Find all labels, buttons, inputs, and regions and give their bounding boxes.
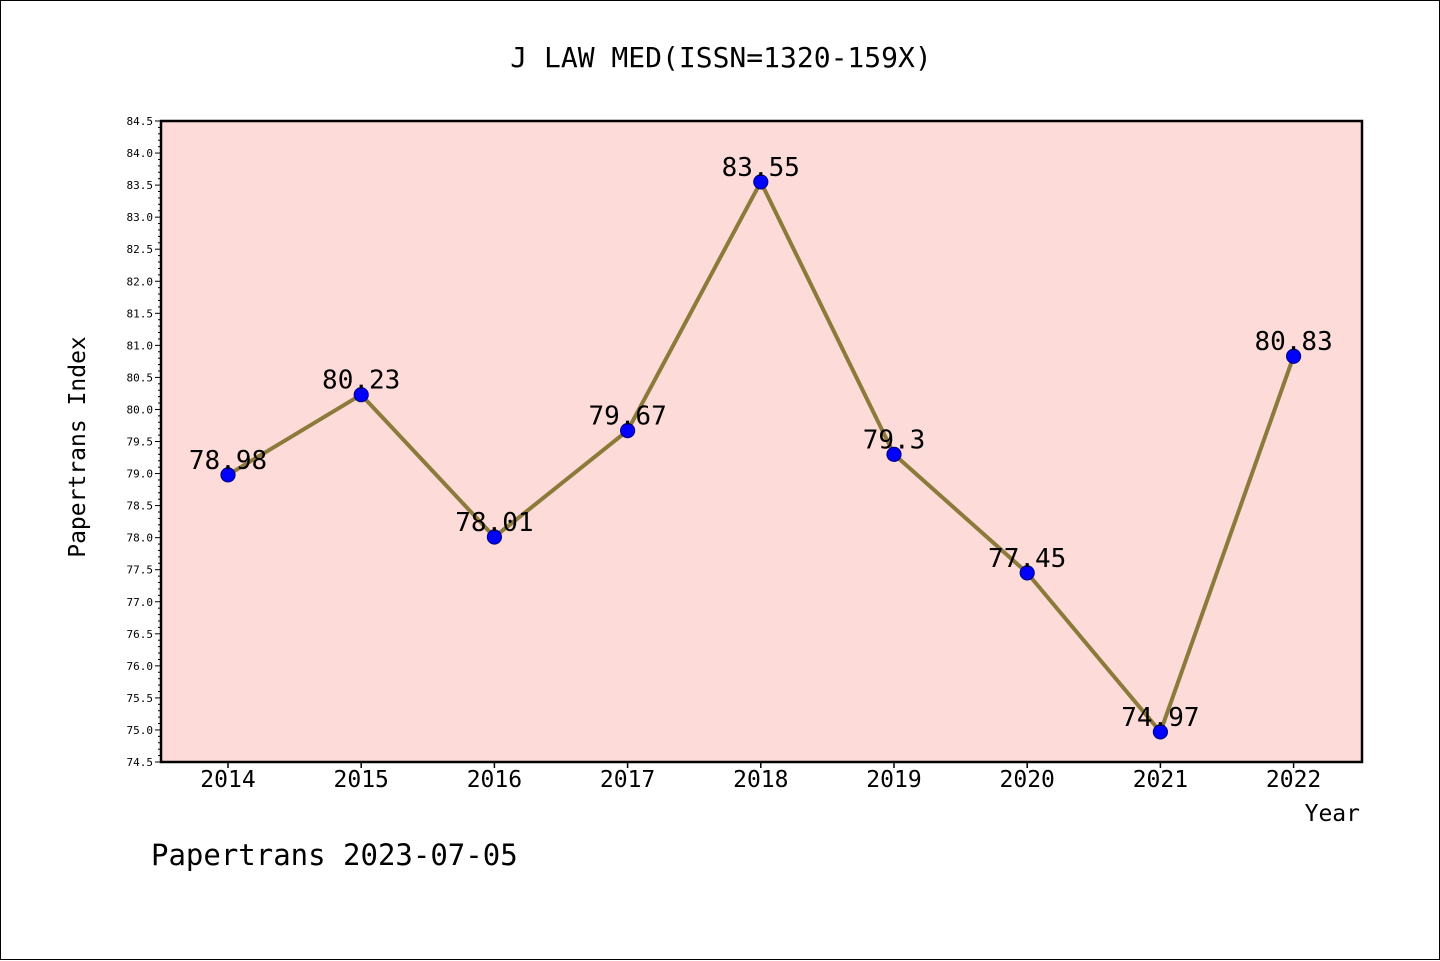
- data-label: 80.83: [1254, 327, 1332, 357]
- data-label: 80.23: [322, 366, 400, 396]
- y-tick-label: 84.0: [127, 147, 154, 160]
- y-tick-label: 78.5: [127, 500, 154, 513]
- y-tick-label: 83.5: [127, 179, 154, 192]
- y-tick-label: 76.5: [127, 628, 154, 641]
- data-label: 77.45: [988, 544, 1066, 574]
- data-point-marker: [1019, 565, 1035, 581]
- x-tick-label: 2017: [600, 767, 655, 793]
- data-label: 74.97: [1121, 703, 1199, 733]
- x-tick-label: 2022: [1266, 767, 1321, 793]
- data-point-marker: [486, 529, 502, 545]
- x-tick-label: 2020: [1000, 767, 1055, 793]
- plot-area: [161, 121, 1362, 762]
- data-label: 79.67: [588, 402, 666, 432]
- data-label: 78.01: [455, 508, 533, 538]
- data-point-marker: [220, 467, 236, 483]
- y-tick-label: 84.5: [127, 115, 154, 128]
- plot-border: [159, 119, 1364, 764]
- data-point-marker: [1152, 724, 1169, 740]
- y-tick-label: 77.0: [127, 596, 154, 609]
- x-axis-ticks: 2014 2015 2016 2017 2018 2019 2020 2021 2022: [200, 762, 1321, 793]
- y-tick-label: 81.0: [127, 339, 154, 352]
- data-point-marker: [1285, 348, 1302, 364]
- markers-layer: [220, 174, 1302, 740]
- y-tick-label: 75.5: [127, 692, 154, 705]
- y-tick-label: 74.5: [127, 756, 154, 769]
- data-point-marker: [619, 423, 636, 439]
- y-tick-label: 75.0: [127, 724, 154, 737]
- y-tick-label: 79.0: [127, 468, 154, 481]
- y-tick-label: 83.0: [127, 211, 154, 224]
- y-tick-label: 81.5: [127, 307, 154, 320]
- chart-title: J LAW MED(ISSN=1320-159X): [510, 41, 931, 74]
- x-axis-label: Year: [1305, 801, 1360, 827]
- y-tick-label: 77.5: [127, 564, 154, 577]
- data-point-marker: [753, 174, 769, 190]
- y-tick-label: 82.0: [127, 275, 154, 288]
- y-axis-ticks: 74.5 75.0 75.5 76.0 76.5 77.0 77.5 78.0 78.5 79.0…: [127, 115, 161, 769]
- x-tick-label: 2016: [467, 767, 522, 793]
- data-label: 78.98: [189, 446, 267, 476]
- y-tick-label: 78.0: [127, 532, 154, 545]
- y-tick-label: 80.0: [127, 403, 154, 416]
- y-tick-label: 80.5: [127, 371, 154, 384]
- data-label: 83.55: [722, 153, 800, 183]
- data-label: 79.3: [863, 425, 926, 455]
- y-axis-label: Papertrans Index: [65, 336, 91, 558]
- y-tick-label: 79.5: [127, 436, 154, 449]
- footer-watermark: Papertrans 2023-07-05: [151, 838, 518, 872]
- x-tick-label: 2021: [1133, 767, 1188, 793]
- y-tick-label: 82.5: [127, 243, 154, 256]
- x-tick-label: 2015: [334, 767, 389, 793]
- x-tick-label: 2018: [733, 767, 788, 793]
- x-tick-label: 2014: [200, 767, 255, 793]
- data-labels-layer: 78.98 80.23 78.01 79.67 83.55 79.3 77.45 74.97 8…: [189, 153, 1333, 733]
- data-point-marker: [353, 387, 369, 403]
- data-point-marker: [886, 446, 902, 462]
- x-tick-label: 2019: [866, 767, 921, 793]
- y-tick-label: 76.0: [127, 660, 154, 673]
